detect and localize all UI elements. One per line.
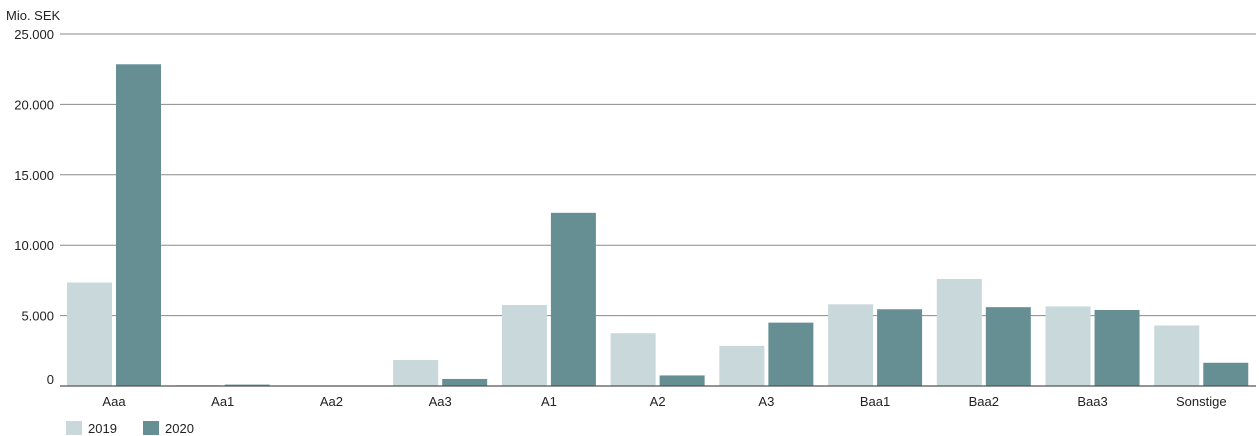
x-tick-labels: Aaa Aa1 Aa2 Aa3 A1 A2 A3 Baa1 Baa2 Baa3 Sonstige xyxy=(102,394,1226,409)
bar-a2-2019 xyxy=(610,333,656,386)
bars xyxy=(67,64,1249,386)
y-tick-label: 25.000 xyxy=(14,27,54,42)
x-tick-label: Baa3 xyxy=(1077,394,1107,409)
gridlines xyxy=(60,33,1256,317)
x-tick-label: Aa1 xyxy=(211,394,234,409)
x-tick-label: Baa1 xyxy=(860,394,890,409)
legend: 2019 2020 xyxy=(66,421,194,436)
x-tick-label: A3 xyxy=(758,394,774,409)
bar-sonstige-2020 xyxy=(1203,362,1249,386)
bar-baa1-2019 xyxy=(828,304,874,386)
y-tick-label: 0 xyxy=(47,372,54,387)
bar-aa3-2020 xyxy=(442,378,488,386)
x-tick-label: Baa2 xyxy=(969,394,999,409)
y-tick-label: 20.000 xyxy=(14,97,54,112)
y-tick-label: 15.000 xyxy=(14,168,54,183)
bar-aa1-2020 xyxy=(224,384,270,386)
bar-baa3-2019 xyxy=(1045,306,1091,386)
y-tick-label: 5.000 xyxy=(21,309,54,324)
bar-a2-2020 xyxy=(659,375,705,386)
y-axis-unit-label: Mio. SEK xyxy=(6,8,61,23)
legend-swatch-2019 xyxy=(66,421,82,435)
x-tick-label: A2 xyxy=(650,394,666,409)
x-tick-label: Aa3 xyxy=(429,394,452,409)
bar-a3-2020 xyxy=(768,322,814,386)
y-tick-label: 10.000 xyxy=(14,238,54,253)
bar-aaa-2020 xyxy=(116,64,161,386)
bar-aaa-2019 xyxy=(67,282,112,386)
bar-sonstige-2019 xyxy=(1154,325,1200,386)
bar-baa2-2019 xyxy=(936,278,982,386)
x-tick-label: Aaa xyxy=(102,394,126,409)
x-tick-label: Sonstige xyxy=(1176,394,1227,409)
y-tick-labels: 0 5.000 10.000 15.000 20.000 25.000 xyxy=(14,27,54,387)
legend-label-2020: 2020 xyxy=(165,421,194,436)
bar-baa2-2020 xyxy=(985,307,1031,386)
x-tick-label: Aa2 xyxy=(320,394,343,409)
bar-a3-2019 xyxy=(719,345,765,386)
bar-a1-2020 xyxy=(550,212,596,386)
bar-a1-2019 xyxy=(501,305,547,386)
bar-baa1-2020 xyxy=(877,309,923,386)
legend-label-2019: 2019 xyxy=(88,421,117,436)
x-tick-label: A1 xyxy=(541,394,557,409)
bar-baa3-2020 xyxy=(1094,309,1140,386)
bar-aa3-2019 xyxy=(393,359,439,386)
legend-swatch-2020 xyxy=(143,421,159,435)
